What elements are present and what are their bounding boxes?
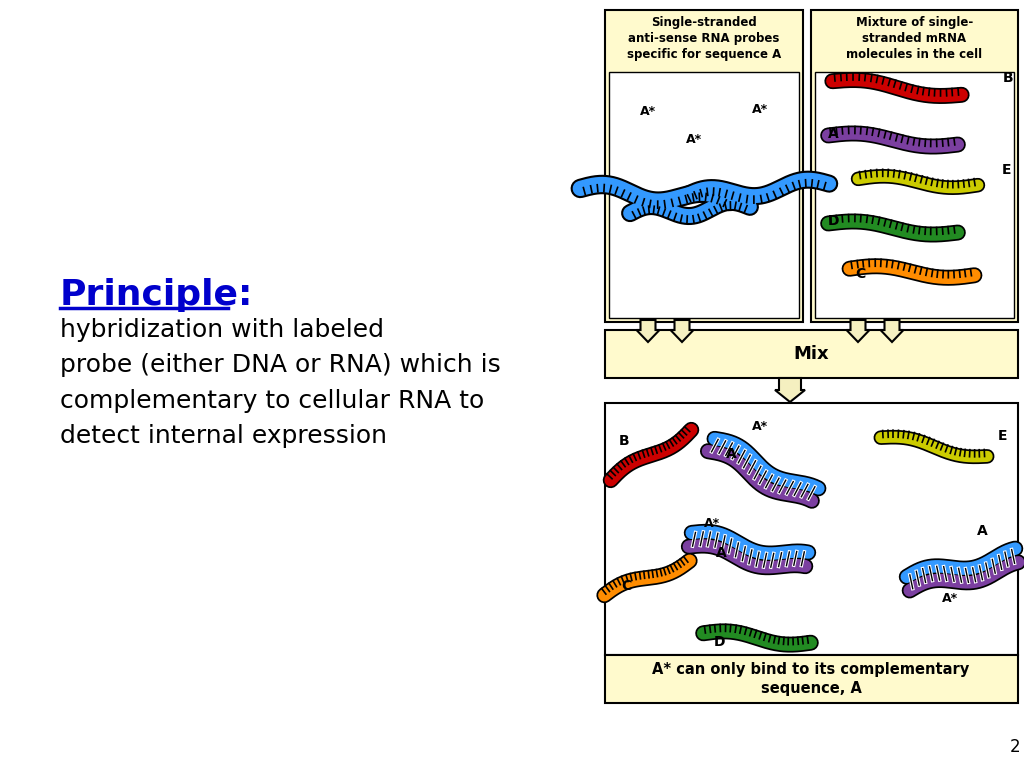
Text: C: C xyxy=(621,579,631,593)
Text: E: E xyxy=(998,429,1008,443)
Text: A: A xyxy=(977,524,988,538)
Text: E: E xyxy=(1002,163,1012,177)
Text: A* can only bind to its complementary
sequence, A: A* can only bind to its complementary se… xyxy=(652,661,970,697)
Text: Principle:: Principle: xyxy=(60,278,253,312)
Text: D: D xyxy=(828,214,840,228)
FancyBboxPatch shape xyxy=(605,10,803,322)
Text: B: B xyxy=(618,434,630,448)
Text: A*: A* xyxy=(942,592,958,605)
Text: Mixture of single-
stranded mRNA
molecules in the cell: Mixture of single- stranded mRNA molecul… xyxy=(847,16,983,61)
FancyBboxPatch shape xyxy=(815,72,1014,318)
Text: A*: A* xyxy=(752,420,768,433)
FancyBboxPatch shape xyxy=(605,330,1018,378)
Text: B: B xyxy=(1002,71,1014,85)
FancyBboxPatch shape xyxy=(605,403,1018,655)
Text: Single-stranded
anti-sense RNA probes
specific for sequence A: Single-stranded anti-sense RNA probes sp… xyxy=(627,16,781,61)
Text: A*: A* xyxy=(705,517,720,530)
Text: A*: A* xyxy=(752,103,768,116)
Text: C: C xyxy=(855,267,865,281)
Text: A: A xyxy=(726,447,736,461)
Text: D: D xyxy=(714,635,725,649)
Text: A*: A* xyxy=(686,133,702,146)
Text: hybridization with labeled
probe (either DNA or RNA) which is
complementary to c: hybridization with labeled probe (either… xyxy=(60,318,501,449)
Text: A: A xyxy=(828,127,839,141)
FancyBboxPatch shape xyxy=(609,72,799,318)
FancyArrow shape xyxy=(671,320,693,342)
Text: A*: A* xyxy=(640,105,656,118)
FancyArrow shape xyxy=(775,378,805,402)
FancyArrow shape xyxy=(881,320,903,342)
FancyBboxPatch shape xyxy=(605,655,1018,703)
FancyArrow shape xyxy=(847,320,869,342)
Text: A: A xyxy=(716,546,727,560)
Text: 2: 2 xyxy=(1010,738,1020,756)
FancyBboxPatch shape xyxy=(811,10,1018,322)
FancyArrow shape xyxy=(637,320,659,342)
Text: Mix: Mix xyxy=(794,345,828,363)
